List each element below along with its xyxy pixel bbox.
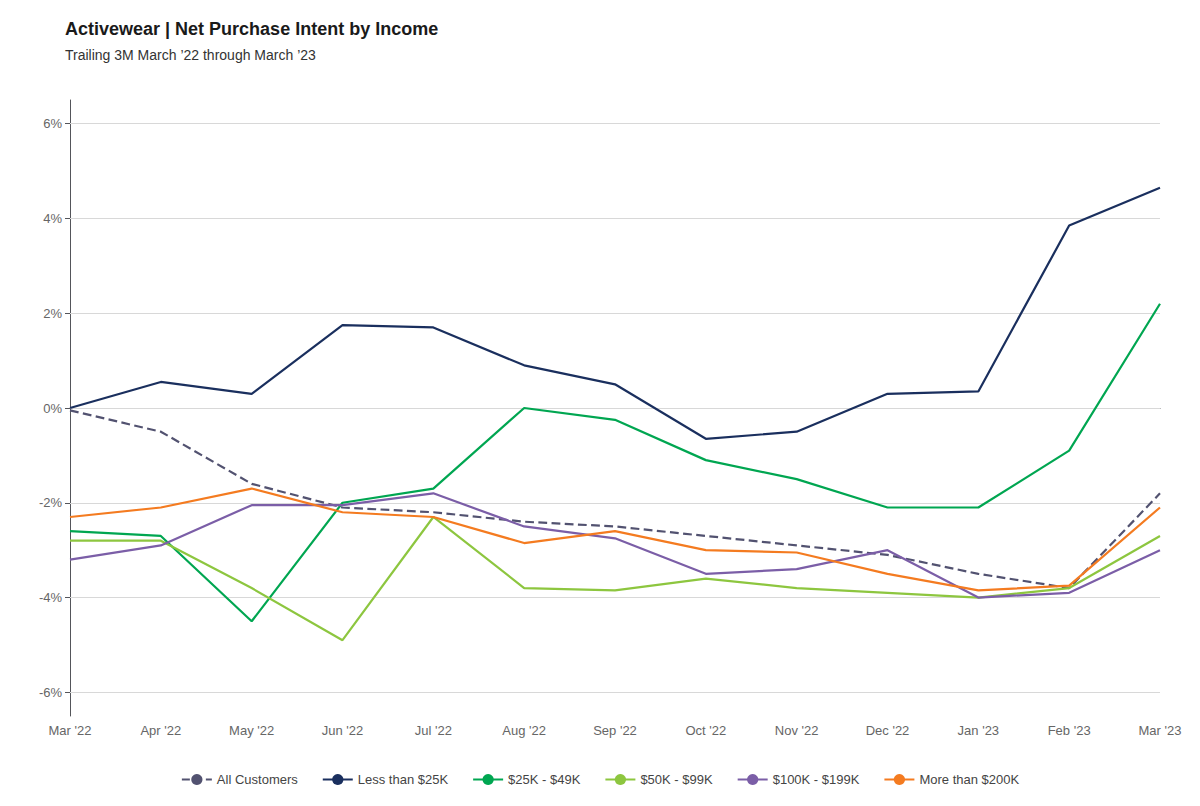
svg-text:$100K - $199K: $100K - $199K [773,772,860,787]
svg-text:Activewear | Net Purchase Inte: Activewear | Net Purchase Intent by Inco… [65,19,438,39]
svg-text:Apr '22: Apr '22 [140,723,181,738]
svg-text:Feb '23: Feb '23 [1048,723,1091,738]
svg-text:Mar '22: Mar '22 [49,723,92,738]
svg-text:6%: 6% [43,116,62,131]
svg-text:-6%: -6% [39,685,63,700]
svg-text:All Customers: All Customers [217,772,298,787]
svg-text:Jul '22: Jul '22 [415,723,452,738]
svg-text:Less than $25K: Less than $25K [358,772,449,787]
svg-text:Mar '23: Mar '23 [1139,723,1182,738]
svg-text:Oct '22: Oct '22 [685,723,726,738]
svg-text:Jan '23: Jan '23 [958,723,1000,738]
svg-text:4%: 4% [43,211,62,226]
svg-text:2%: 2% [43,306,62,321]
svg-text:Trailing 3M March ’22 through: Trailing 3M March ’22 through March ’23 [65,47,316,63]
svg-text:Dec '22: Dec '22 [866,723,910,738]
svg-text:$25K - $49K: $25K - $49K [508,772,581,787]
svg-text:More than $200K: More than $200K [919,772,1019,787]
svg-text:0%: 0% [43,401,62,416]
svg-text:Nov '22: Nov '22 [775,723,819,738]
svg-text:Sep '22: Sep '22 [593,723,637,738]
svg-text:Aug '22: Aug '22 [502,723,546,738]
svg-text:-4%: -4% [39,590,63,605]
svg-text:-2%: -2% [39,495,63,510]
svg-text:$50K - $99K: $50K - $99K [640,772,713,787]
svg-text:Jun '22: Jun '22 [322,723,364,738]
svg-text:May '22: May '22 [229,723,274,738]
